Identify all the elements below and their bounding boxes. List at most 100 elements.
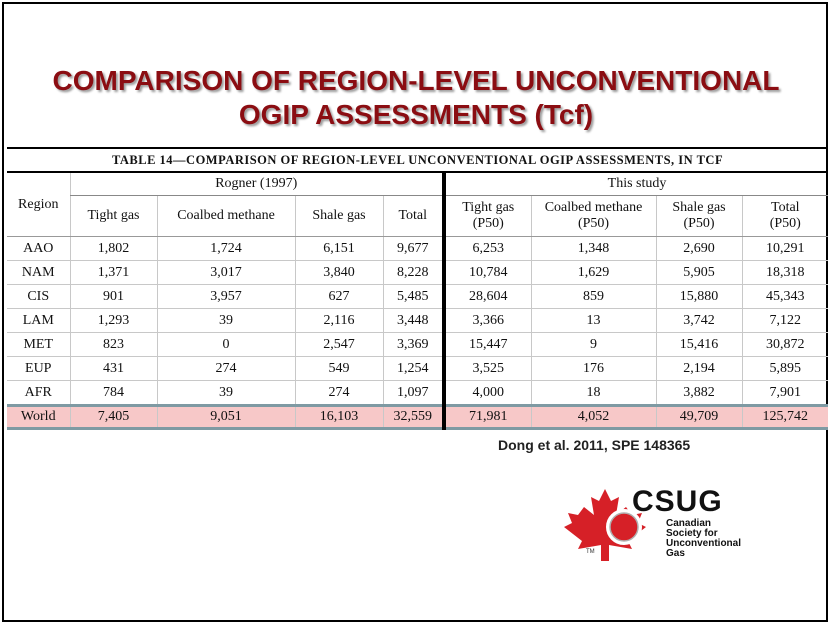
value-cell: 18,318 — [741, 260, 829, 285]
col-header-coalbed-methane-p50: Coalbed methane (P50) — [530, 195, 656, 237]
value-cell: 3,957 — [156, 284, 295, 309]
logo-trademark: TM — [586, 549, 595, 555]
value-cell: 784 — [69, 380, 157, 406]
logo-subtitle: Canadian Society for Unconventional Gas — [666, 518, 742, 559]
comparison-table-container: TABLE 14—COMPARISON OF REGION-LEVEL UNCO… — [7, 147, 829, 430]
value-cell: 5,485 — [382, 284, 444, 309]
value-cell: 15,447 — [442, 332, 531, 357]
table-row: AAO 1,802 1,724 6,151 9,677 6,253 1,348 2,690 10… — [7, 236, 829, 261]
value-cell: 2,116 — [294, 308, 383, 333]
value-cell: 6,151 — [294, 236, 383, 261]
value-cell: 4,000 — [442, 380, 531, 406]
col-header-coalbed-methane: Coalbed methane — [156, 195, 295, 237]
value-cell: 7,405 — [69, 404, 157, 430]
value-cell: 5,905 — [655, 260, 742, 285]
slide-title: COMPARISON OF REGION-LEVEL UNCONVENTIONA… — [0, 64, 832, 132]
table-row: NAM 1,371 3,017 3,840 8,228 10,784 1,629 5,905 1… — [7, 260, 829, 285]
value-cell: 901 — [69, 284, 157, 309]
value-cell: 3,448 — [382, 308, 444, 333]
value-cell: 627 — [294, 284, 383, 309]
logo-name: CSUG — [632, 485, 723, 518]
value-cell: 3,017 — [156, 260, 295, 285]
value-cell: 3,525 — [442, 356, 531, 381]
table-caption: TABLE 14—COMPARISON OF REGION-LEVEL UNCO… — [7, 147, 829, 173]
value-cell: 32,559 — [382, 404, 444, 430]
value-cell: 6,253 — [442, 236, 531, 261]
value-cell: 10,784 — [442, 260, 531, 285]
value-cell: 176 — [530, 356, 656, 381]
region-cell: World — [7, 404, 70, 430]
table-row: World 7,405 9,051 16,103 32,559 71,981 4,052 49… — [7, 404, 829, 430]
table-row: AFR 784 39 274 1,097 4,000 18 3,882 7,901 — [7, 380, 829, 406]
region-cell: AFR — [7, 380, 70, 406]
value-cell: 1,724 — [156, 236, 295, 261]
col-header-total: Total — [382, 195, 444, 237]
value-cell: 13 — [530, 308, 656, 333]
region-cell: CIS — [7, 284, 70, 309]
value-cell: 2,690 — [655, 236, 742, 261]
value-cell: 9,677 — [382, 236, 444, 261]
value-cell: 49,709 — [655, 404, 742, 430]
value-cell: 4,052 — [530, 404, 656, 430]
value-cell: 9,051 — [156, 404, 295, 430]
value-cell: 8,228 — [382, 260, 444, 285]
value-cell: 3,369 — [382, 332, 444, 357]
value-cell: 2,194 — [655, 356, 742, 381]
title-line-1: COMPARISON OF REGION-LEVEL UNCONVENTIONA… — [52, 65, 780, 96]
value-cell: 3,882 — [655, 380, 742, 406]
value-cell: 1,371 — [69, 260, 157, 285]
value-cell: 1,293 — [69, 308, 157, 333]
value-cell: 16,103 — [294, 404, 383, 430]
value-cell: 39 — [156, 308, 295, 333]
value-cell: 3,366 — [442, 308, 531, 333]
value-cell: 125,742 — [741, 404, 829, 430]
value-cell: 30,872 — [741, 332, 829, 357]
csug-logo: CSUG TM Canadian Society for Unconventio… — [562, 485, 792, 565]
value-cell: 1,097 — [382, 380, 444, 406]
value-cell: 1,254 — [382, 356, 444, 381]
value-cell: 274 — [156, 356, 295, 381]
table-row: LAM 1,293 39 2,116 3,448 3,366 13 3,742 7,122 — [7, 308, 829, 333]
table-row: EUP 431 274 549 1,254 3,525 176 2,194 5,895 — [7, 356, 829, 381]
value-cell: 274 — [294, 380, 383, 406]
value-cell: 431 — [69, 356, 157, 381]
col-header-tight-gas-p50: Tight gas (P50) — [442, 195, 531, 237]
table-body: AAO 1,802 1,724 6,151 9,677 6,253 1,348 2,690 10… — [7, 236, 829, 430]
value-cell: 823 — [69, 332, 157, 357]
region-cell: NAM — [7, 260, 70, 285]
value-cell: 859 — [530, 284, 656, 309]
value-cell: 2,547 — [294, 332, 383, 357]
rogner-group-header: Rogner (1997) — [69, 172, 444, 196]
value-cell: 0 — [156, 332, 295, 357]
value-cell: 1,629 — [530, 260, 656, 285]
value-cell: 39 — [156, 380, 295, 406]
value-cell: 7,901 — [741, 380, 829, 406]
col-header-shale-gas: Shale gas — [294, 195, 383, 237]
table-row: CIS 901 3,957 627 5,485 28,604 859 15,880 45,343 — [7, 284, 829, 309]
value-cell: 28,604 — [442, 284, 531, 309]
region-cell: EUP — [7, 356, 70, 381]
title-line-2: OGIP ASSESSMENTS (Tcf) — [238, 99, 594, 130]
region-cell: MET — [7, 332, 70, 357]
col-header-shale-gas-p50: Shale gas (P50) — [655, 195, 742, 237]
this-study-group-header: This study — [441, 172, 829, 196]
region-cell: LAM — [7, 308, 70, 333]
region-cell: AAO — [7, 236, 70, 261]
value-cell: 9 — [530, 332, 656, 357]
citation: Dong et al. 2011, SPE 148365 — [498, 437, 691, 453]
value-cell: 7,122 — [741, 308, 829, 333]
value-cell: 10,291 — [741, 236, 829, 261]
value-cell: 5,895 — [741, 356, 829, 381]
value-cell: 549 — [294, 356, 383, 381]
value-cell: 45,343 — [741, 284, 829, 309]
maple-leaf-icon — [564, 489, 646, 561]
value-cell: 1,802 — [69, 236, 157, 261]
value-cell: 15,416 — [655, 332, 742, 357]
value-cell: 3,742 — [655, 308, 742, 333]
value-cell: 1,348 — [530, 236, 656, 261]
table-row: MET 823 0 2,547 3,369 15,447 9 15,416 30,872 — [7, 332, 829, 357]
col-header-tight-gas: Tight gas — [69, 195, 157, 237]
value-cell: 71,981 — [442, 404, 531, 430]
col-header-total-p50: Total (P50) — [741, 195, 829, 237]
comparison-table: TABLE 14—COMPARISON OF REGION-LEVEL UNCO… — [7, 147, 829, 430]
